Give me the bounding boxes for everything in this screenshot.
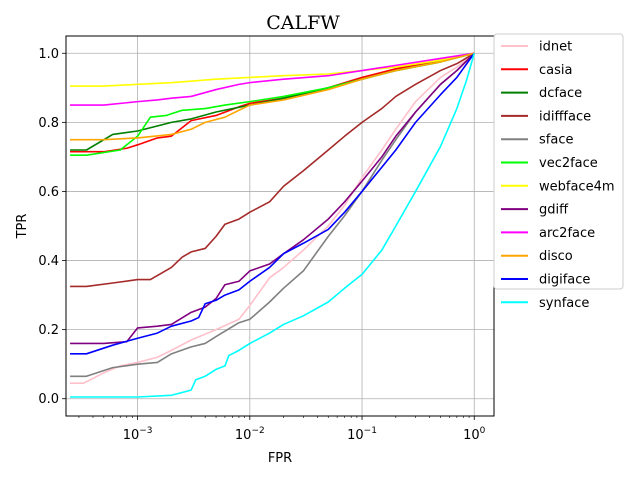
series-line-casia <box>70 52 475 153</box>
legend-label-gdiff: gdiff <box>539 203 569 218</box>
series-line-sface <box>70 52 475 378</box>
y-axis-label: TPR <box>15 214 30 240</box>
series-line-idiffface <box>70 52 475 288</box>
legend-label-idnet: idnet <box>539 40 572 55</box>
x-tick-label: 100 <box>463 426 486 443</box>
legend-label-digiface: digiface <box>539 273 590 288</box>
series-line-gdiff <box>70 52 475 345</box>
x-axis-label: FPR <box>268 451 292 466</box>
series-line-synface <box>70 53 476 398</box>
plot-frame <box>65 35 495 417</box>
x-tick-label: 10−3 <box>123 426 153 443</box>
y-axis-ticks: 0.0 0.2 0.4 0.6 0.8 1.0 <box>38 47 66 407</box>
y-tick-label: 0.0 <box>38 392 59 407</box>
series-line-arc2face <box>70 52 475 106</box>
y-tick-label: 0.8 <box>38 116 59 131</box>
series-line-webface4m <box>70 52 475 87</box>
legend-label-vec2face: vec2face <box>539 156 598 171</box>
y-tick-label: 0.6 <box>38 185 59 200</box>
legend-label-dcface: dcface <box>539 86 582 101</box>
x-tick-label: 10−2 <box>235 426 265 443</box>
legend: idnet casia dcface idiffface sface vec2face we… <box>493 33 624 311</box>
y-tick-label: 0.2 <box>38 323 59 338</box>
series-line-digiface <box>70 52 475 355</box>
chart-title: CALFW <box>266 12 340 34</box>
legend-label-synface: synface <box>539 296 589 311</box>
legend-label-casia: casia <box>539 63 572 78</box>
x-axis-ticks: 10−3 10−2 10−1 100 <box>78 416 486 443</box>
legend-label-sface: sface <box>539 133 573 148</box>
legend-label-disco: disco <box>539 249 573 264</box>
series-layer <box>70 52 476 398</box>
y-tick-label: 0.4 <box>38 254 59 269</box>
legend-label-webface4m: webface4m <box>539 179 615 194</box>
legend-label-idiffface: idiffface <box>539 109 591 124</box>
y-tick-label: 1.0 <box>38 47 59 62</box>
legend-label-arc2face: arc2face <box>539 226 595 241</box>
grid <box>66 36 494 416</box>
legend-frame <box>493 33 624 290</box>
x-tick-label: 10−1 <box>347 426 377 443</box>
series-line-idnet <box>70 52 475 384</box>
series-line-disco <box>70 52 475 141</box>
